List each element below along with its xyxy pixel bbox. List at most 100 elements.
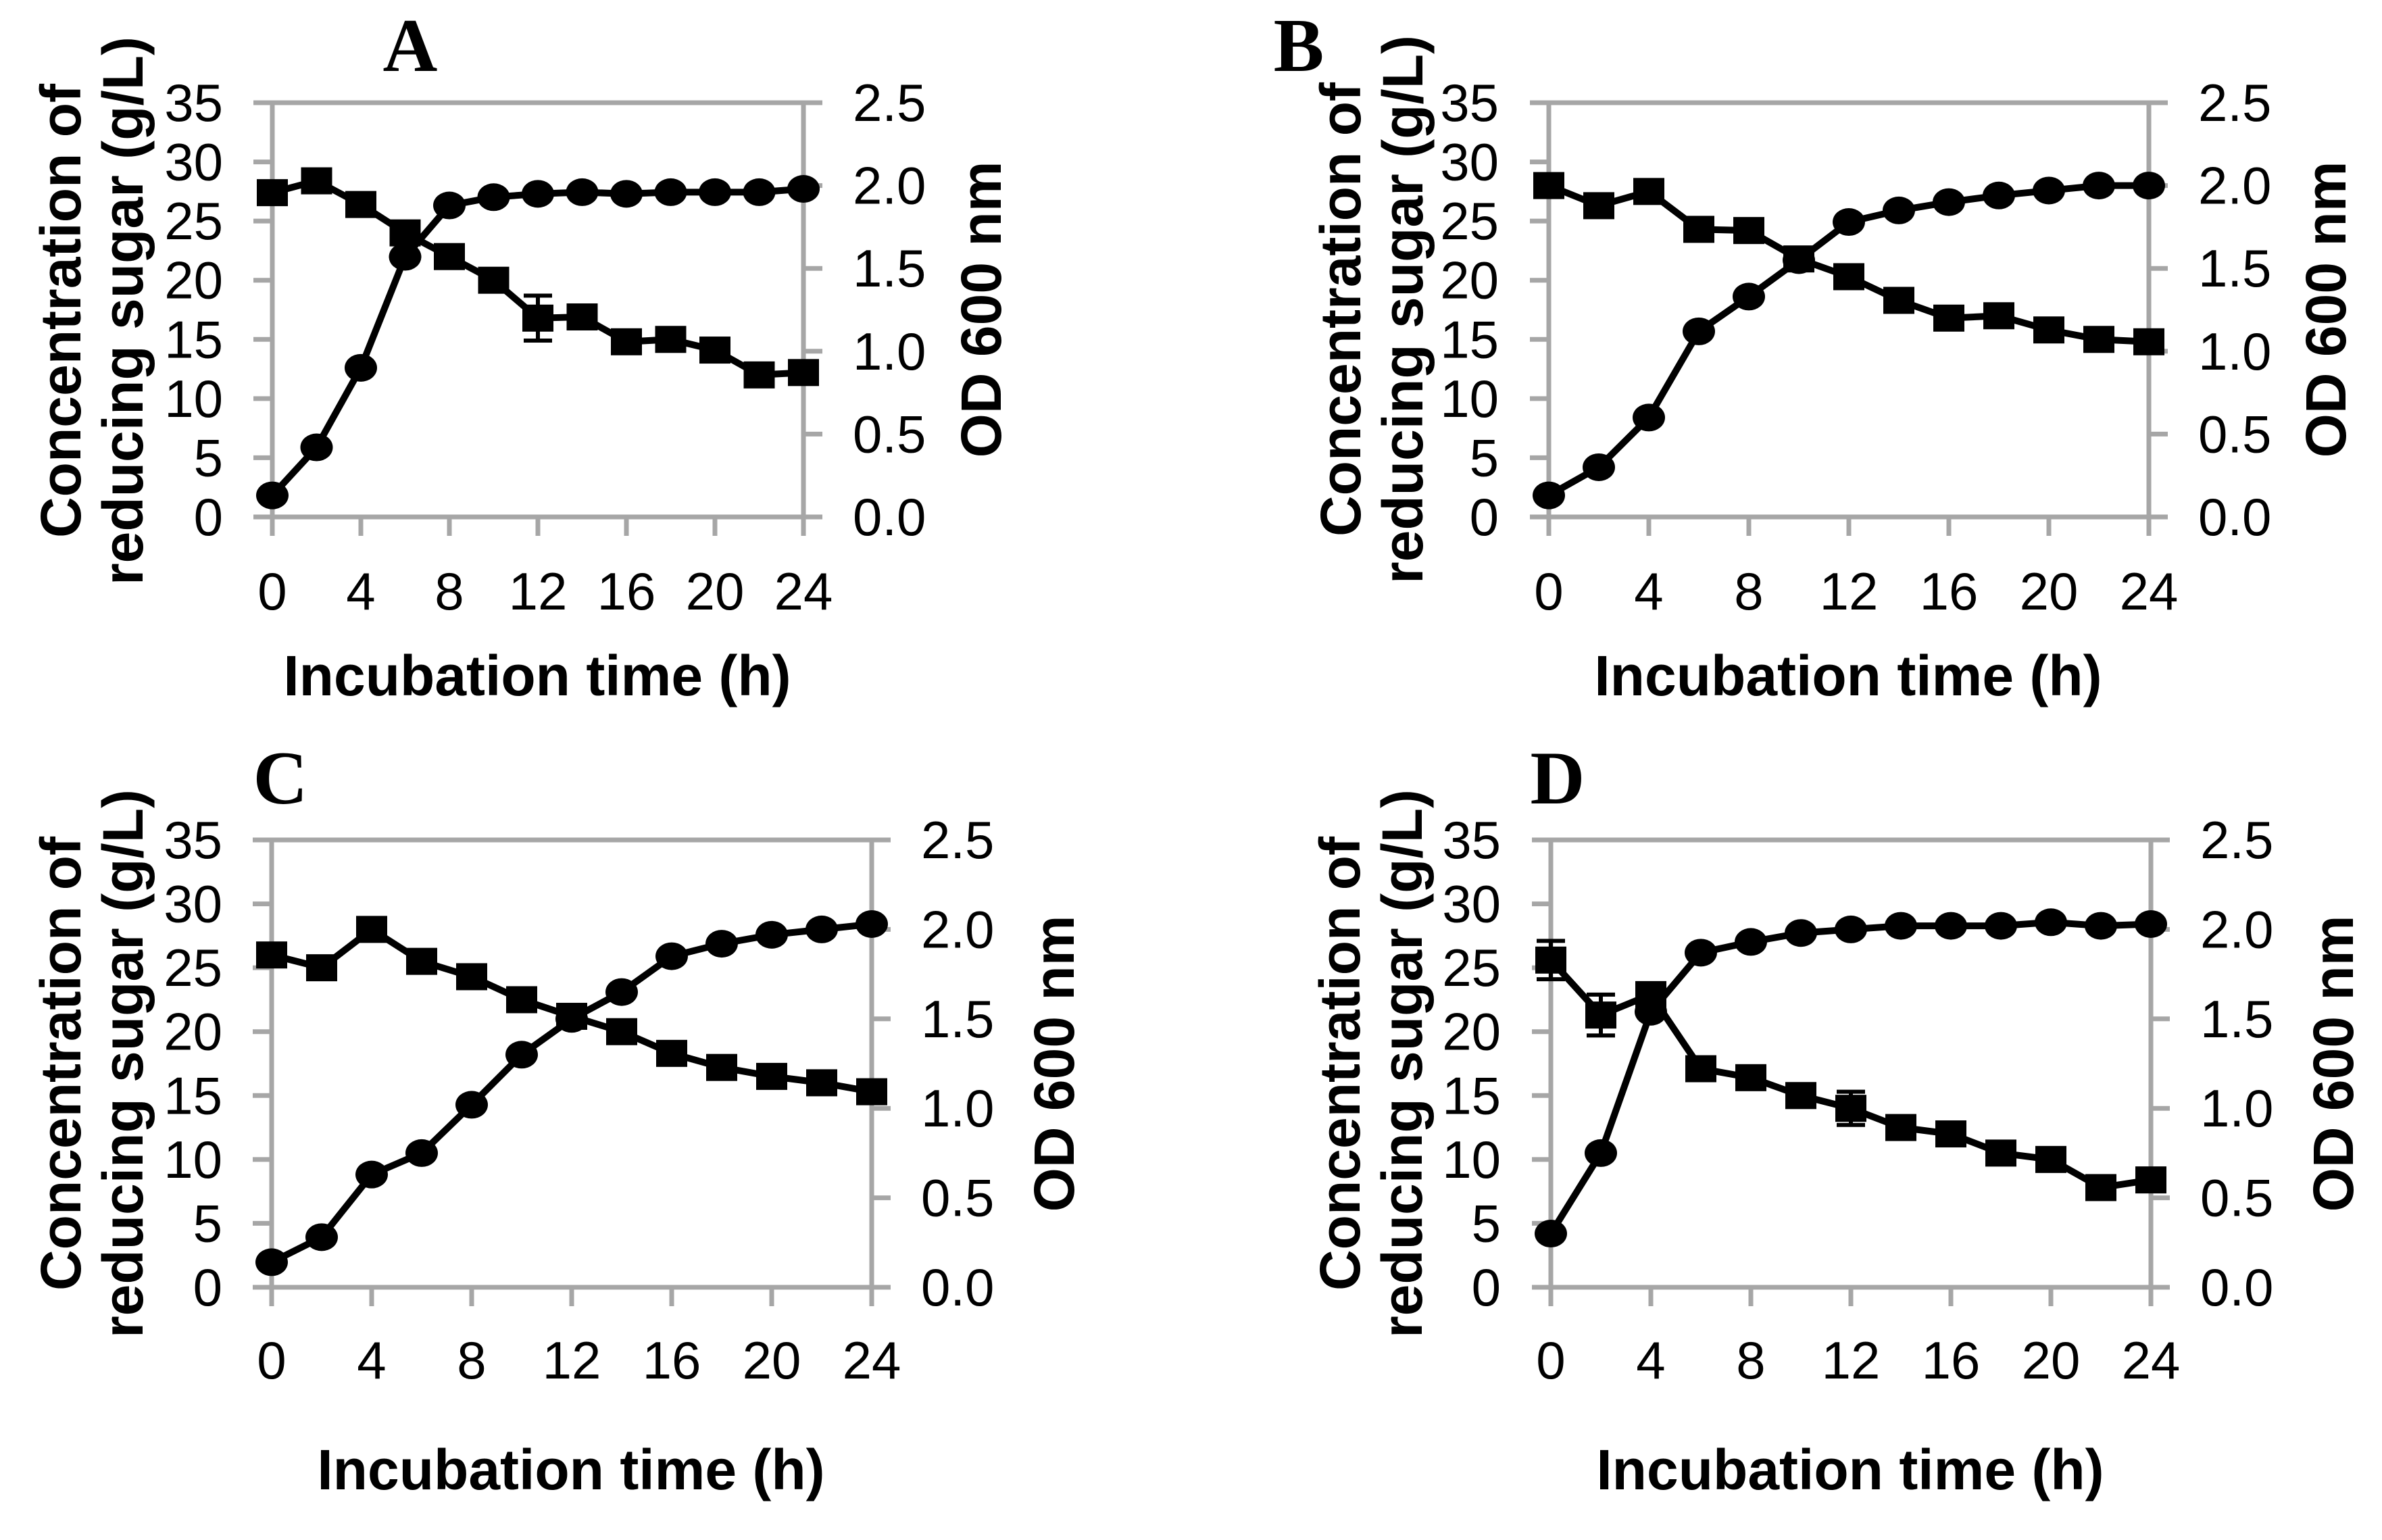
- square-marker: [506, 986, 537, 1014]
- circle-marker: [1985, 912, 2017, 940]
- od600-series: [256, 175, 820, 510]
- right-axis-tick-label: 1.5: [853, 239, 926, 298]
- x-axis-tick-label: 4: [1636, 1331, 1665, 1390]
- circle-marker: [1833, 208, 1865, 237]
- circle-marker: [1933, 188, 1965, 216]
- square-marker: [856, 1078, 887, 1106]
- left-axis-tick-label: 20: [1442, 1002, 1501, 1062]
- circle-marker: [1735, 928, 1767, 956]
- x-axis-tick-label: 24: [774, 562, 833, 621]
- left-axis-tick-label: 5: [193, 1193, 222, 1253]
- right-axis-title: OD 600 nm: [1022, 916, 1086, 1212]
- circle-marker: [1835, 915, 1867, 943]
- panel-letter-c: C: [253, 737, 308, 820]
- x-axis-title: Incubation time (h): [1594, 644, 2102, 707]
- left-axis-tick-label: 15: [164, 1066, 222, 1125]
- circle-marker: [705, 930, 738, 958]
- circle-marker: [787, 175, 820, 203]
- left-axis-tick-label: 20: [164, 251, 223, 310]
- left-axis-tick-label: 30: [164, 132, 223, 192]
- square-marker: [1533, 172, 1564, 199]
- right-axis-tick-label: 1.0: [2198, 322, 2271, 381]
- left-axis-title-line1: Concentration of: [29, 83, 93, 538]
- circle-marker: [355, 1160, 388, 1189]
- circle-marker: [255, 1248, 288, 1276]
- left-axis-tick-label: 15: [1442, 1066, 1501, 1125]
- square-marker: [1985, 1139, 2016, 1167]
- square-marker: [743, 361, 775, 389]
- square-marker: [611, 328, 642, 355]
- right-axis-title: OD 600 nm: [949, 162, 1013, 458]
- reducing-sugar-series: [256, 916, 887, 1106]
- left-axis-tick-label: 35: [1440, 73, 1499, 132]
- right-axis-tick-label: 1.0: [921, 1078, 994, 1138]
- x-axis-tick-label: 12: [543, 1331, 601, 1390]
- square-marker: [522, 304, 553, 332]
- circle-marker: [305, 1223, 338, 1251]
- x-axis-tick-label: 20: [743, 1331, 801, 1390]
- right-axis-tick-label: 2.0: [853, 156, 926, 216]
- square-marker: [788, 359, 819, 387]
- circle-marker: [256, 481, 289, 510]
- x-axis-tick-label: 8: [1734, 562, 1763, 621]
- left-axis-tick-label: 25: [164, 938, 222, 997]
- square-marker: [2083, 326, 2114, 353]
- circle-marker: [1783, 246, 1815, 274]
- square-marker: [1785, 1082, 1816, 1110]
- od600-series: [1535, 908, 2167, 1248]
- square-marker: [456, 963, 487, 991]
- x-axis-tick-label: 20: [2022, 1331, 2081, 1390]
- left-axis-title-line2: reducing sugar (g/L): [91, 36, 155, 585]
- circle-marker: [2085, 912, 2117, 940]
- square-marker: [706, 1053, 737, 1081]
- square-marker: [406, 947, 437, 975]
- circle-marker: [1635, 997, 1667, 1026]
- circle-marker: [1633, 403, 1665, 432]
- right-axis-tick-label: 0.0: [853, 487, 926, 547]
- right-axis-tick-label: 2.0: [921, 899, 994, 959]
- circle-marker: [1733, 282, 1765, 311]
- square-marker: [1585, 1001, 1616, 1029]
- right-axis-tick-label: 0.5: [853, 404, 926, 464]
- square-marker: [478, 266, 510, 294]
- right-axis-tick-label: 2.5: [2198, 73, 2271, 132]
- left-axis-tick-label: 5: [194, 428, 223, 487]
- circle-marker: [477, 183, 510, 212]
- left-axis-tick-label: 35: [164, 810, 222, 870]
- square-marker: [566, 303, 598, 331]
- circle-marker: [2083, 172, 2115, 200]
- x-axis-tick-label: 4: [357, 1331, 386, 1390]
- square-marker: [345, 191, 376, 218]
- reducing-sugar-series: [1535, 939, 2166, 1201]
- left-axis-title-line2: reducing sugar (g/L): [91, 789, 155, 1338]
- left-axis-tick-label: 0: [194, 487, 223, 547]
- square-marker: [2033, 316, 2064, 344]
- square-marker: [1633, 178, 1664, 205]
- right-axis-tick-label: 0.0: [921, 1258, 994, 1317]
- x-axis-title: Incubation time (h): [1596, 1438, 2104, 1501]
- plot-frame: [1546, 100, 2152, 520]
- circle-marker: [566, 178, 599, 206]
- x-axis-tick-label: 4: [346, 562, 375, 621]
- left-axis-title-line2: reducing sugar (g/L): [1370, 789, 1434, 1338]
- square-marker: [306, 954, 337, 982]
- square-marker: [1933, 304, 1964, 332]
- left-axis-tick-label: 35: [164, 73, 223, 132]
- right-axis-title: OD 600 nm: [2294, 162, 2358, 458]
- x-axis-tick-label: 12: [509, 562, 568, 621]
- square-marker: [356, 916, 387, 943]
- square-marker: [1583, 192, 1614, 220]
- left-axis-tick-label: 30: [164, 874, 222, 934]
- right-axis-tick-label: 1.0: [853, 322, 926, 381]
- circle-marker: [2135, 910, 2167, 938]
- right-axis-tick-label: 2.5: [921, 810, 994, 870]
- x-axis-tick-label: 12: [1822, 1331, 1881, 1390]
- right-axis-tick-label: 2.0: [2200, 899, 2273, 959]
- x-axis-tick-label: 8: [1736, 1331, 1765, 1390]
- right-axis-tick-label: 2.5: [2200, 810, 2273, 870]
- left-axis-title-line1: Concentration of: [1309, 82, 1372, 537]
- square-marker: [257, 179, 288, 207]
- left-axis-tick-label: 25: [1442, 938, 1501, 997]
